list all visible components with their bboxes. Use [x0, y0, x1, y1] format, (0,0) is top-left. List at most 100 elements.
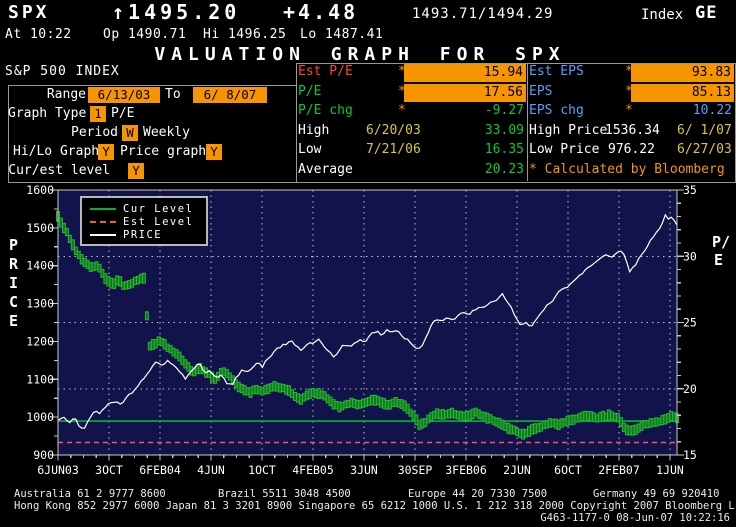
right-axis-title: P/E: [712, 233, 731, 269]
est-eps-value: 93.83: [631, 64, 734, 82]
high-price-label: High Price: [529, 123, 608, 138]
est-eps-label: Est EPS: [529, 64, 584, 79]
svg-text:1OCT: 1OCT: [248, 463, 276, 477]
calculated-note: * Calculated by Bloomberg: [529, 162, 725, 177]
svg-text:1600: 1600: [26, 183, 54, 197]
low-value: 16.35: [484, 142, 524, 157]
chart-legend: Cur Level Est Level PRICE: [80, 196, 208, 246]
svg-text:1200: 1200: [26, 334, 54, 348]
svg-text:3JUN: 3JUN: [350, 463, 378, 477]
svg-text:1000: 1000: [26, 410, 54, 424]
range-to-field[interactable]: 6/ 8/07: [193, 87, 267, 103]
graph-type-label: Graph Type: [8, 106, 87, 121]
axis-ticks: [51, 189, 684, 461]
graph-type-field[interactable]: 1: [90, 106, 106, 122]
svg-text:1300: 1300: [26, 297, 54, 311]
pe-chg-value: -9.27: [484, 103, 524, 118]
pe-hilo-bars: [56, 210, 680, 440]
index-name: S&P 500 INDEX: [5, 64, 120, 79]
cur-est-label: Cur/est level: [8, 163, 110, 178]
svg-text:2JUN: 2JUN: [503, 463, 531, 477]
est-level-line-icon: [90, 220, 116, 223]
axis-tick-labels: 1600 1500 1400 1300 1200 1100 1000 900 35 30 25 20 1…: [26, 183, 697, 477]
svg-text:4JUN: 4JUN: [197, 463, 225, 477]
low-price-date: 6/27/03: [677, 142, 732, 157]
price-line: [57, 213, 678, 429]
phone-copyright-line: Hong Kong 852 2977 6000 Japan 81 3 3201 …: [14, 500, 736, 512]
phone-germany: Germany 49 69 920410: [593, 488, 720, 500]
legend-item-cur-level: Cur Level: [90, 202, 206, 215]
average-value: 20.23: [484, 162, 524, 177]
price-change: +4.48: [283, 0, 359, 24]
pe-chg-asterisk: *: [398, 103, 406, 118]
svg-text:2FEB07: 2FEB07: [598, 463, 640, 477]
open-price: Op 1490.71: [103, 27, 187, 42]
est-eps-asterisk: *: [625, 64, 633, 79]
quote-time: At 10:22: [5, 27, 72, 42]
pe-chg-label: P/E chg: [298, 103, 353, 118]
est-pe-value: 15.94: [404, 64, 526, 82]
last-price-value: 1495.20: [128, 0, 241, 24]
svg-text:1100: 1100: [26, 372, 54, 386]
valuation-chart: 1600 1500 1400 1300 1200 1100 1000 900 35 30 25 20 1…: [0, 183, 736, 483]
last-price: ↑1495.20: [112, 0, 240, 24]
svg-text:30SEP: 30SEP: [398, 463, 433, 477]
low-price-quote: Lo 1487.41: [300, 27, 384, 42]
period-field[interactable]: W: [122, 125, 138, 141]
est-pe-asterisk: *: [398, 64, 406, 79]
low-price-value: 976.22: [608, 142, 655, 157]
bid-ask: 1493.71/1494.29: [412, 6, 554, 22]
svg-text:1JUN: 1JUN: [656, 463, 684, 477]
svg-text:25: 25: [683, 316, 697, 330]
eps-chg-asterisk: *: [625, 103, 633, 118]
high-value: 33.09: [484, 123, 524, 138]
eps-chg-value: 10.22: [692, 103, 732, 118]
high-price-quote: Hi 1496.25: [203, 27, 287, 42]
high-price-date: 6/ 1/07: [677, 123, 732, 138]
up-arrow-icon: ↑: [112, 0, 129, 24]
eps-asterisk: *: [625, 84, 633, 99]
period-label: Period: [71, 125, 118, 140]
page-title: VALUATION GRAPH FOR SPX: [154, 44, 566, 65]
svg-text:6JUN03: 6JUN03: [37, 463, 79, 477]
cur-est-field[interactable]: Y: [128, 163, 144, 179]
legend-label: Est Level: [123, 215, 194, 228]
eps-chg-label: EPS chg: [529, 103, 584, 118]
pe-asterisk: *: [398, 84, 406, 99]
legend-item-price: PRICE: [90, 228, 206, 241]
price-line-icon: [90, 233, 116, 236]
pe-value: 17.56: [404, 84, 526, 102]
svg-text:15: 15: [683, 448, 697, 462]
hilo-graph-field[interactable]: Y: [98, 144, 114, 160]
legend-item-est-level: Est Level: [90, 215, 206, 228]
svg-text:900: 900: [33, 448, 54, 462]
low-date: 7/21/06: [366, 142, 421, 157]
svg-text:1500: 1500: [26, 221, 54, 235]
pe-label: P/E: [298, 84, 322, 99]
period-name: Weekly: [143, 125, 190, 140]
terminal-id: G463-1177-0 08-Jun-07 10:22:16: [540, 512, 730, 524]
low-label: Low: [298, 142, 322, 157]
legend-label: PRICE: [123, 228, 163, 241]
svg-text:30: 30: [683, 249, 697, 263]
exchange-code: GE: [695, 3, 718, 23]
phone-europe: Europe 44 20 7330 7500: [408, 488, 548, 500]
phone-australia: Australia 61 2 9777 8600: [14, 488, 166, 500]
svg-text:6FEB04: 6FEB04: [139, 463, 181, 477]
svg-text:4FEB05: 4FEB05: [292, 463, 334, 477]
price-graph-label: Price graph: [120, 144, 207, 159]
svg-text:3FEB06: 3FEB06: [445, 463, 487, 477]
stats-panel-divider: [527, 63, 528, 181]
ticker-symbol: SPX: [8, 2, 50, 23]
hilo-graph-label: Hi/Lo Graph: [13, 144, 100, 159]
high-label: High: [298, 123, 330, 138]
price-graph-field[interactable]: Y: [206, 144, 222, 160]
gridlines: [58, 190, 677, 455]
range-from-field[interactable]: 6/13/03: [88, 87, 160, 103]
left-axis-title: PRICE: [8, 236, 19, 330]
range-to-label: To: [165, 87, 181, 102]
high-date: 6/20/03: [366, 123, 421, 138]
svg-text:1400: 1400: [26, 259, 54, 273]
eps-label: EPS: [529, 84, 553, 99]
